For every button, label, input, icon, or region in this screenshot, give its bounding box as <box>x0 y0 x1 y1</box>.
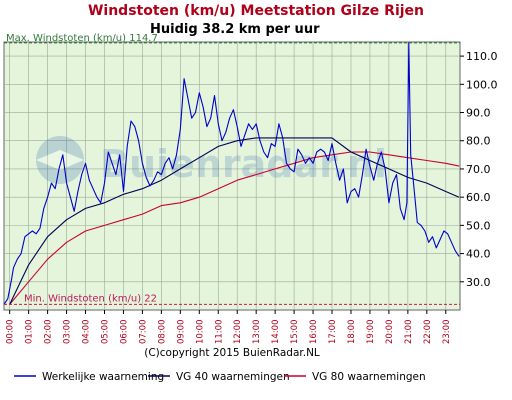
y-tick-label: 80.0 <box>466 135 491 148</box>
x-tick-label: 11:00 <box>214 320 224 345</box>
copyright-text: (C)copyright 2015 BuienRadar.NL <box>144 347 320 359</box>
x-tick-label: 02:00 <box>44 320 54 345</box>
x-tick-label: 15:00 <box>290 320 300 345</box>
x-tick-label: 09:00 <box>176 320 186 345</box>
chart-title: Windstoten (km/u) Meetstation Gilze Rije… <box>88 3 424 19</box>
y-tick-label: 100.0 <box>466 78 498 91</box>
y-tick-label: 60.0 <box>466 191 491 204</box>
x-tick-label: 19:00 <box>366 320 376 345</box>
x-tick-label: 23:00 <box>442 320 452 345</box>
x-tick-label: 04:00 <box>82 320 92 345</box>
y-tick-label: 110.0 <box>466 50 498 63</box>
x-tick-label: 13:00 <box>252 320 262 345</box>
chart-subtitle: Huidig 38.2 km per uur <box>150 22 320 37</box>
x-tick-label: 20:00 <box>385 320 395 345</box>
legend-label: VG 80 waarnemingen <box>312 371 426 383</box>
x-tick-label: 10:00 <box>195 320 205 345</box>
y-axis: 30.0 40.0 50.0 60.0 70.0 80.0 90.0 100.0 110.0 <box>460 50 498 289</box>
x-tick-label: 00:00 <box>6 320 16 345</box>
y-tick-label: 40.0 <box>466 248 491 261</box>
y-tick-label: 70.0 <box>466 163 491 176</box>
plot-area <box>3 41 461 311</box>
x-tick-label: 03:00 <box>63 320 73 345</box>
x-tick-label: 05:00 <box>100 320 110 345</box>
legend: Werkelijke waarneming VG 40 waarnemingen V… <box>14 371 426 383</box>
series-layer <box>3 42 460 305</box>
x-tick-label: 01:00 <box>25 320 35 345</box>
annotation-layer: Max. Windstoten (km/u) 114.7 Min. Windsto… <box>4 33 460 305</box>
x-tick-label: 12:00 <box>233 320 243 345</box>
x-tick-label: 21:00 <box>404 320 414 345</box>
max-annotation: Max. Windstoten (km/u) 114.7 <box>6 33 158 44</box>
series-line-werkelijke-waarneming <box>3 42 460 305</box>
y-tick-label: 30.0 <box>466 276 491 289</box>
legend-label: Werkelijke waarneming <box>42 371 164 383</box>
x-tick-label: 14:00 <box>271 320 281 345</box>
x-tick-label: 08:00 <box>157 320 167 345</box>
legend-label: VG 40 waarnemingen <box>176 371 290 383</box>
x-tick-label: 22:00 <box>423 320 433 345</box>
min-annotation: Min. Windstoten (km/u) 22 <box>24 293 157 304</box>
x-tick-label: 06:00 <box>119 320 129 345</box>
x-tick-label: 18:00 <box>347 320 357 345</box>
grid-lines <box>4 42 460 310</box>
y-tick-label: 50.0 <box>466 219 491 232</box>
watermark-logo <box>36 136 84 184</box>
series-line-vg-40-waarnemingen <box>9 137 460 305</box>
x-tick-label: 16:00 <box>309 320 319 345</box>
x-axis: 00:00 01:00 02:00 03:00 04:00 05:00 06:00 07:00… <box>6 310 452 344</box>
x-tick-label: 07:00 <box>138 320 148 345</box>
y-tick-label: 90.0 <box>466 107 491 120</box>
x-tick-label: 17:00 <box>328 320 338 345</box>
series-line-vg-80-waarnemingen <box>9 151 460 305</box>
